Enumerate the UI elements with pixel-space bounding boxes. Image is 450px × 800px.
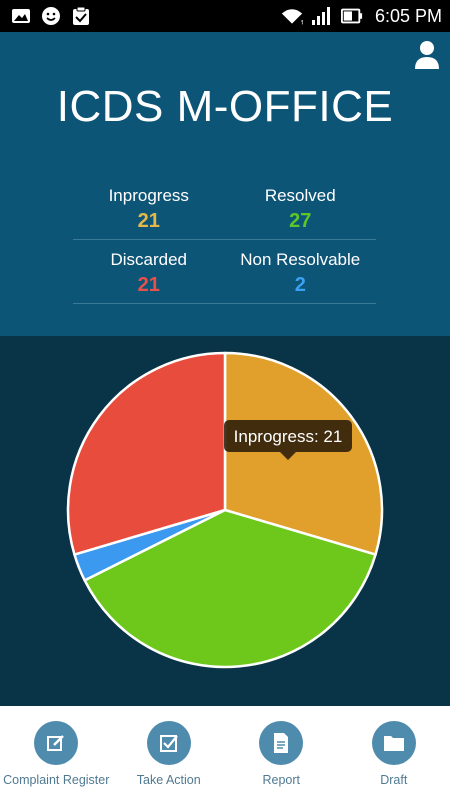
signal-icon	[311, 7, 333, 25]
nav-label: Take Action	[136, 773, 201, 787]
stat-label: Inprogress	[108, 186, 189, 205]
wifi-icon: ⇅	[281, 7, 303, 26]
status-bar: ⇅ 6:05 PM	[0, 0, 450, 32]
status-right: ⇅ 6:05 PM	[281, 6, 442, 27]
nav-draft[interactable]: Draft	[338, 706, 450, 800]
dashboard-header: ICDS M-OFFICE Inprogress 21 Resolved 27 …	[0, 32, 450, 336]
chart-tooltip: Inprogress: 21	[224, 420, 352, 460]
stat-value: 21	[137, 210, 160, 232]
smiley-icon	[40, 7, 62, 25]
nav-label: Complaint Register	[3, 773, 110, 787]
stat-non-resolvable: Non Resolvable 2	[225, 240, 377, 303]
folder-icon	[383, 736, 404, 751]
svg-text:⇅: ⇅	[300, 19, 303, 26]
bottom-navigation: Complaint Register Take Action Report Dr…	[0, 706, 450, 800]
stat-label: Non Resolvable	[240, 250, 361, 269]
stat-label: Discarded	[110, 250, 188, 269]
clipboard-check-icon	[70, 6, 92, 25]
stat-value: 21	[137, 274, 160, 296]
chart-area: Inprogress: 21	[0, 336, 450, 706]
status-left	[10, 6, 92, 25]
document-icon	[274, 733, 289, 753]
checkbox-icon	[159, 735, 178, 752]
nav-icon-circle	[146, 721, 191, 765]
gallery-icon	[10, 7, 32, 25]
stat-value: 2	[294, 274, 306, 296]
stat-value: 27	[289, 210, 312, 232]
edit-icon	[47, 735, 65, 751]
nav-label: Report	[262, 773, 301, 787]
stats-summary: Inprogress 21 Resolved 27 Discarded 21 N…	[73, 184, 376, 304]
tooltip-text: Inprogress: 21	[234, 427, 343, 446]
profile-button[interactable]	[414, 40, 442, 72]
pie-slice-discarded[interactable]	[66, 351, 227, 556]
user-icon	[415, 41, 439, 69]
nav-report[interactable]: Report	[225, 706, 338, 800]
stat-label: Resolved	[264, 186, 336, 205]
stat-resolved: Resolved 27	[225, 184, 377, 239]
nav-icon-circle	[34, 721, 79, 765]
clock-time: 6:05 PM	[374, 5, 442, 26]
pie-chart[interactable]: Inprogress: 21	[0, 336, 450, 706]
stats-row: Discarded 21 Non Resolvable 2	[73, 240, 376, 304]
nav-icon-circle	[259, 721, 304, 765]
stat-discarded: Discarded 21	[73, 240, 225, 303]
nav-icon-circle	[371, 721, 416, 765]
nav-complaint-register[interactable]: Complaint Register	[0, 706, 113, 800]
pie-slice-inprogress[interactable]	[223, 351, 384, 556]
stat-inprogress: Inprogress 21	[73, 184, 225, 239]
stats-row: Inprogress 21 Resolved 27	[73, 184, 376, 240]
pie-slice-resolved[interactable]	[83, 508, 377, 669]
battery-icon	[340, 7, 363, 25]
nav-label: Draft	[380, 773, 408, 787]
nav-take-action[interactable]: Take Action	[113, 706, 226, 800]
app-title: ICDS M-OFFICE	[56, 82, 394, 131]
